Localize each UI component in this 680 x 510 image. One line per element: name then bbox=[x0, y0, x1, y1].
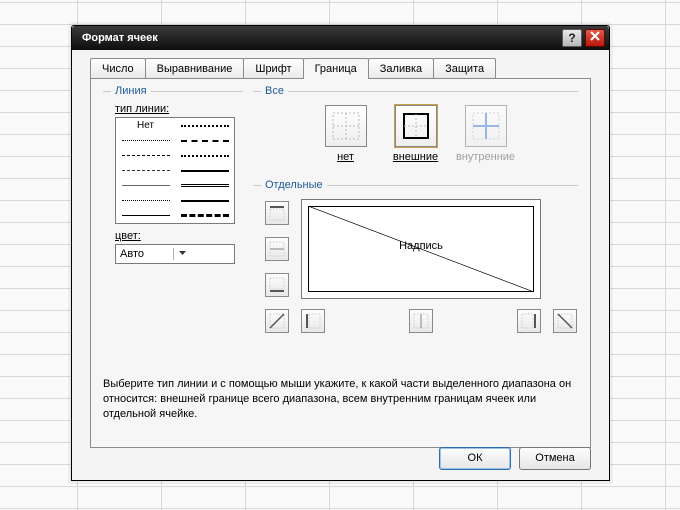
dialog-buttons: ОК Отмена bbox=[439, 447, 591, 470]
border-middle-v-button[interactable] bbox=[409, 309, 433, 333]
tab-font[interactable]: Шрифт bbox=[243, 58, 303, 78]
preset-none-icon bbox=[331, 111, 361, 141]
tab-strip: Число Выравнивание Шрифт Граница Заливка… bbox=[72, 50, 609, 78]
close-icon bbox=[590, 31, 600, 41]
border-panel: Линия тип линии: Нет bbox=[90, 78, 591, 448]
tab-protection[interactable]: Защита bbox=[433, 58, 496, 78]
tab-border[interactable]: Граница bbox=[303, 58, 369, 79]
presets-legend: Все bbox=[261, 85, 288, 97]
line-style-13[interactable] bbox=[175, 208, 234, 223]
line-style-6[interactable] bbox=[116, 208, 175, 223]
line-style-label: тип линии: bbox=[115, 103, 235, 115]
line-style-12[interactable] bbox=[175, 193, 234, 208]
line-legend: Линия bbox=[111, 85, 151, 97]
preset-none[interactable]: нет bbox=[316, 105, 376, 163]
dialog-title: Формат ячеек bbox=[82, 32, 562, 44]
border-diag-up-button[interactable] bbox=[265, 309, 289, 333]
border-right-button[interactable] bbox=[517, 309, 541, 333]
line-style-11[interactable] bbox=[175, 178, 234, 193]
line-style-list[interactable]: Нет bbox=[115, 117, 235, 224]
line-style-3[interactable] bbox=[116, 163, 175, 178]
border-left-button[interactable] bbox=[301, 309, 325, 333]
separate-legend: Отдельные bbox=[261, 179, 327, 191]
line-style-9[interactable] bbox=[175, 148, 234, 163]
line-style-4[interactable] bbox=[116, 178, 175, 193]
line-style-7[interactable] bbox=[175, 118, 234, 133]
description-text: Выберите тип линии и с помощью мыши укаж… bbox=[103, 377, 578, 422]
color-dropdown[interactable]: Авто bbox=[115, 244, 235, 264]
line-style-1[interactable] bbox=[116, 133, 175, 148]
separate-group: Отдельные bbox=[253, 179, 578, 347]
line-style-10[interactable] bbox=[175, 163, 234, 178]
preview-label: Надпись bbox=[302, 240, 540, 252]
tab-number[interactable]: Число bbox=[90, 58, 146, 78]
color-label: цвет: bbox=[115, 230, 235, 242]
border-middle-h-button[interactable] bbox=[265, 237, 289, 261]
help-button[interactable]: ? bbox=[562, 29, 582, 47]
border-preview[interactable]: Надпись bbox=[301, 199, 541, 299]
line-style-2[interactable] bbox=[116, 148, 175, 163]
line-style-5[interactable] bbox=[116, 193, 175, 208]
presets-group: Все нет bbox=[253, 85, 578, 173]
format-cells-dialog: Формат ячеек ? Число Выравнивание Шрифт … bbox=[71, 25, 610, 481]
ok-button[interactable]: ОК bbox=[439, 447, 511, 470]
line-style-none[interactable]: Нет bbox=[116, 118, 175, 133]
border-bottom-button[interactable] bbox=[265, 273, 289, 297]
border-top-button[interactable] bbox=[265, 201, 289, 225]
line-group: Линия тип линии: Нет bbox=[103, 85, 243, 347]
preset-inside: внутренние bbox=[456, 105, 516, 163]
color-value: Авто bbox=[120, 248, 173, 260]
border-diag-down-button[interactable] bbox=[553, 309, 577, 333]
preset-outline-icon bbox=[401, 111, 431, 141]
tab-fill[interactable]: Заливка bbox=[368, 58, 434, 78]
tab-alignment[interactable]: Выравнивание bbox=[145, 58, 245, 78]
cancel-button[interactable]: Отмена bbox=[519, 447, 591, 470]
preset-outline[interactable]: внешние bbox=[386, 105, 446, 163]
preset-inside-icon bbox=[471, 111, 501, 141]
line-style-8[interactable] bbox=[175, 133, 234, 148]
close-button[interactable] bbox=[585, 29, 605, 47]
titlebar: Формат ячеек ? bbox=[72, 26, 609, 50]
chevron-down-icon bbox=[173, 248, 231, 260]
